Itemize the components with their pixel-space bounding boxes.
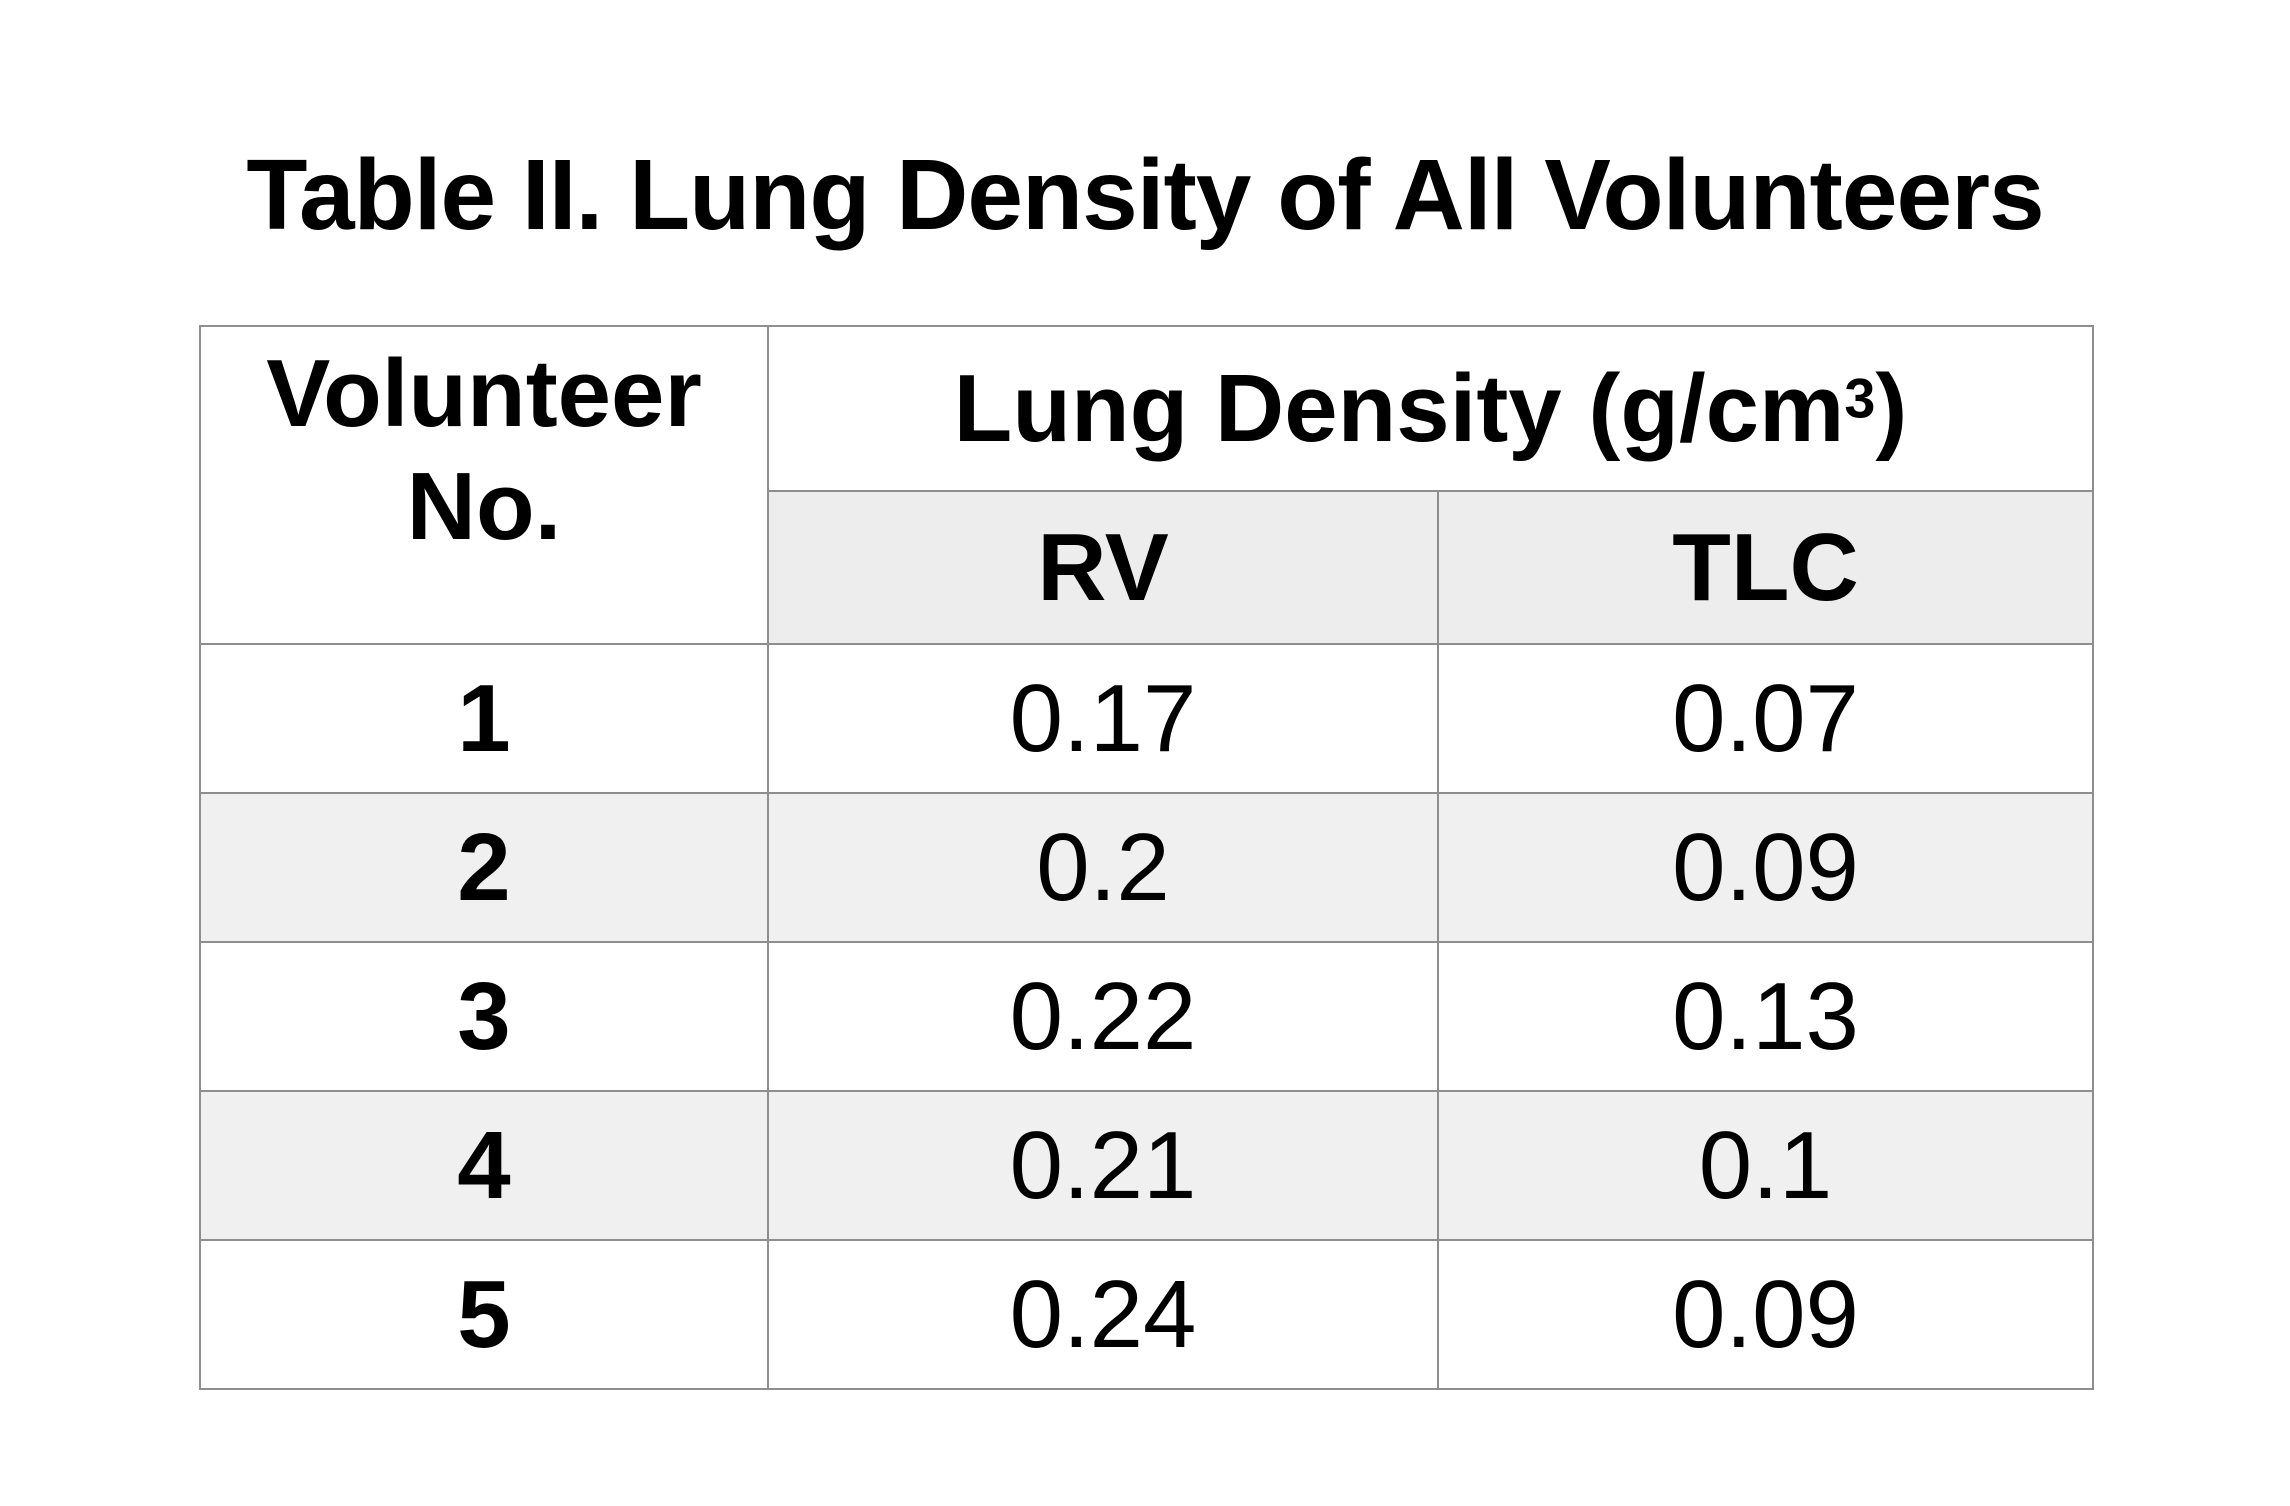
header-row-group: Volunteer No. Lung Density (g/cm3): [199, 325, 2094, 645]
tlc-value-cell: 0.09: [1437, 1239, 2094, 1390]
tlc-value-cell: 0.07: [1437, 643, 2094, 794]
tlc-value-cell: 0.09: [1437, 792, 2094, 943]
table-title: Table II. Lung Density of All Volunteers: [246, 139, 2044, 251]
volunteer-no-cell: 3: [199, 941, 769, 1092]
table-row: 4 0.21 0.1: [199, 1090, 2094, 1241]
header-rv: RV: [767, 490, 1439, 645]
rv-value-cell: 0.2: [767, 792, 1439, 943]
rv-value-cell: 0.22: [767, 941, 1439, 1092]
rv-value-cell: 0.21: [767, 1090, 1439, 1241]
table-row: 1 0.17 0.07: [199, 643, 2094, 794]
table-row: 2 0.2 0.09: [199, 792, 2094, 943]
volunteer-no-cell: 2: [199, 792, 769, 943]
header-volunteer-line2: No.: [406, 453, 562, 560]
table-row: 5 0.24 0.09: [199, 1239, 2094, 1390]
lung-density-table: Volunteer No. Lung Density (g/cm3) RV TL…: [199, 325, 2094, 1390]
volunteer-no-cell: 1: [199, 643, 769, 794]
tlc-value-cell: 0.1: [1437, 1090, 2094, 1241]
header-volunteer-line1: Volunteer: [266, 339, 702, 447]
volunteer-no-cell: 4: [199, 1090, 769, 1241]
tlc-value-cell: 0.13: [1437, 941, 2094, 1092]
header-lung-density: Lung Density (g/cm3): [767, 325, 2094, 492]
header-volunteer-no: Volunteer No.: [199, 325, 769, 645]
rv-value-cell: 0.17: [767, 643, 1439, 794]
volunteer-no-cell: 5: [199, 1239, 769, 1390]
header-lung-density-text: Lung Density (g/cm: [953, 354, 1845, 462]
table-row: 3 0.22 0.13: [199, 941, 2094, 1092]
header-tlc: TLC: [1437, 490, 2094, 645]
header-row-sub: RV TLC: [200, 490, 2094, 645]
header-lung-density-close-paren: ): [1875, 354, 1908, 462]
rv-value-cell: 0.24: [767, 1239, 1439, 1390]
header-lung-density-superscript: 3: [1844, 367, 1876, 430]
